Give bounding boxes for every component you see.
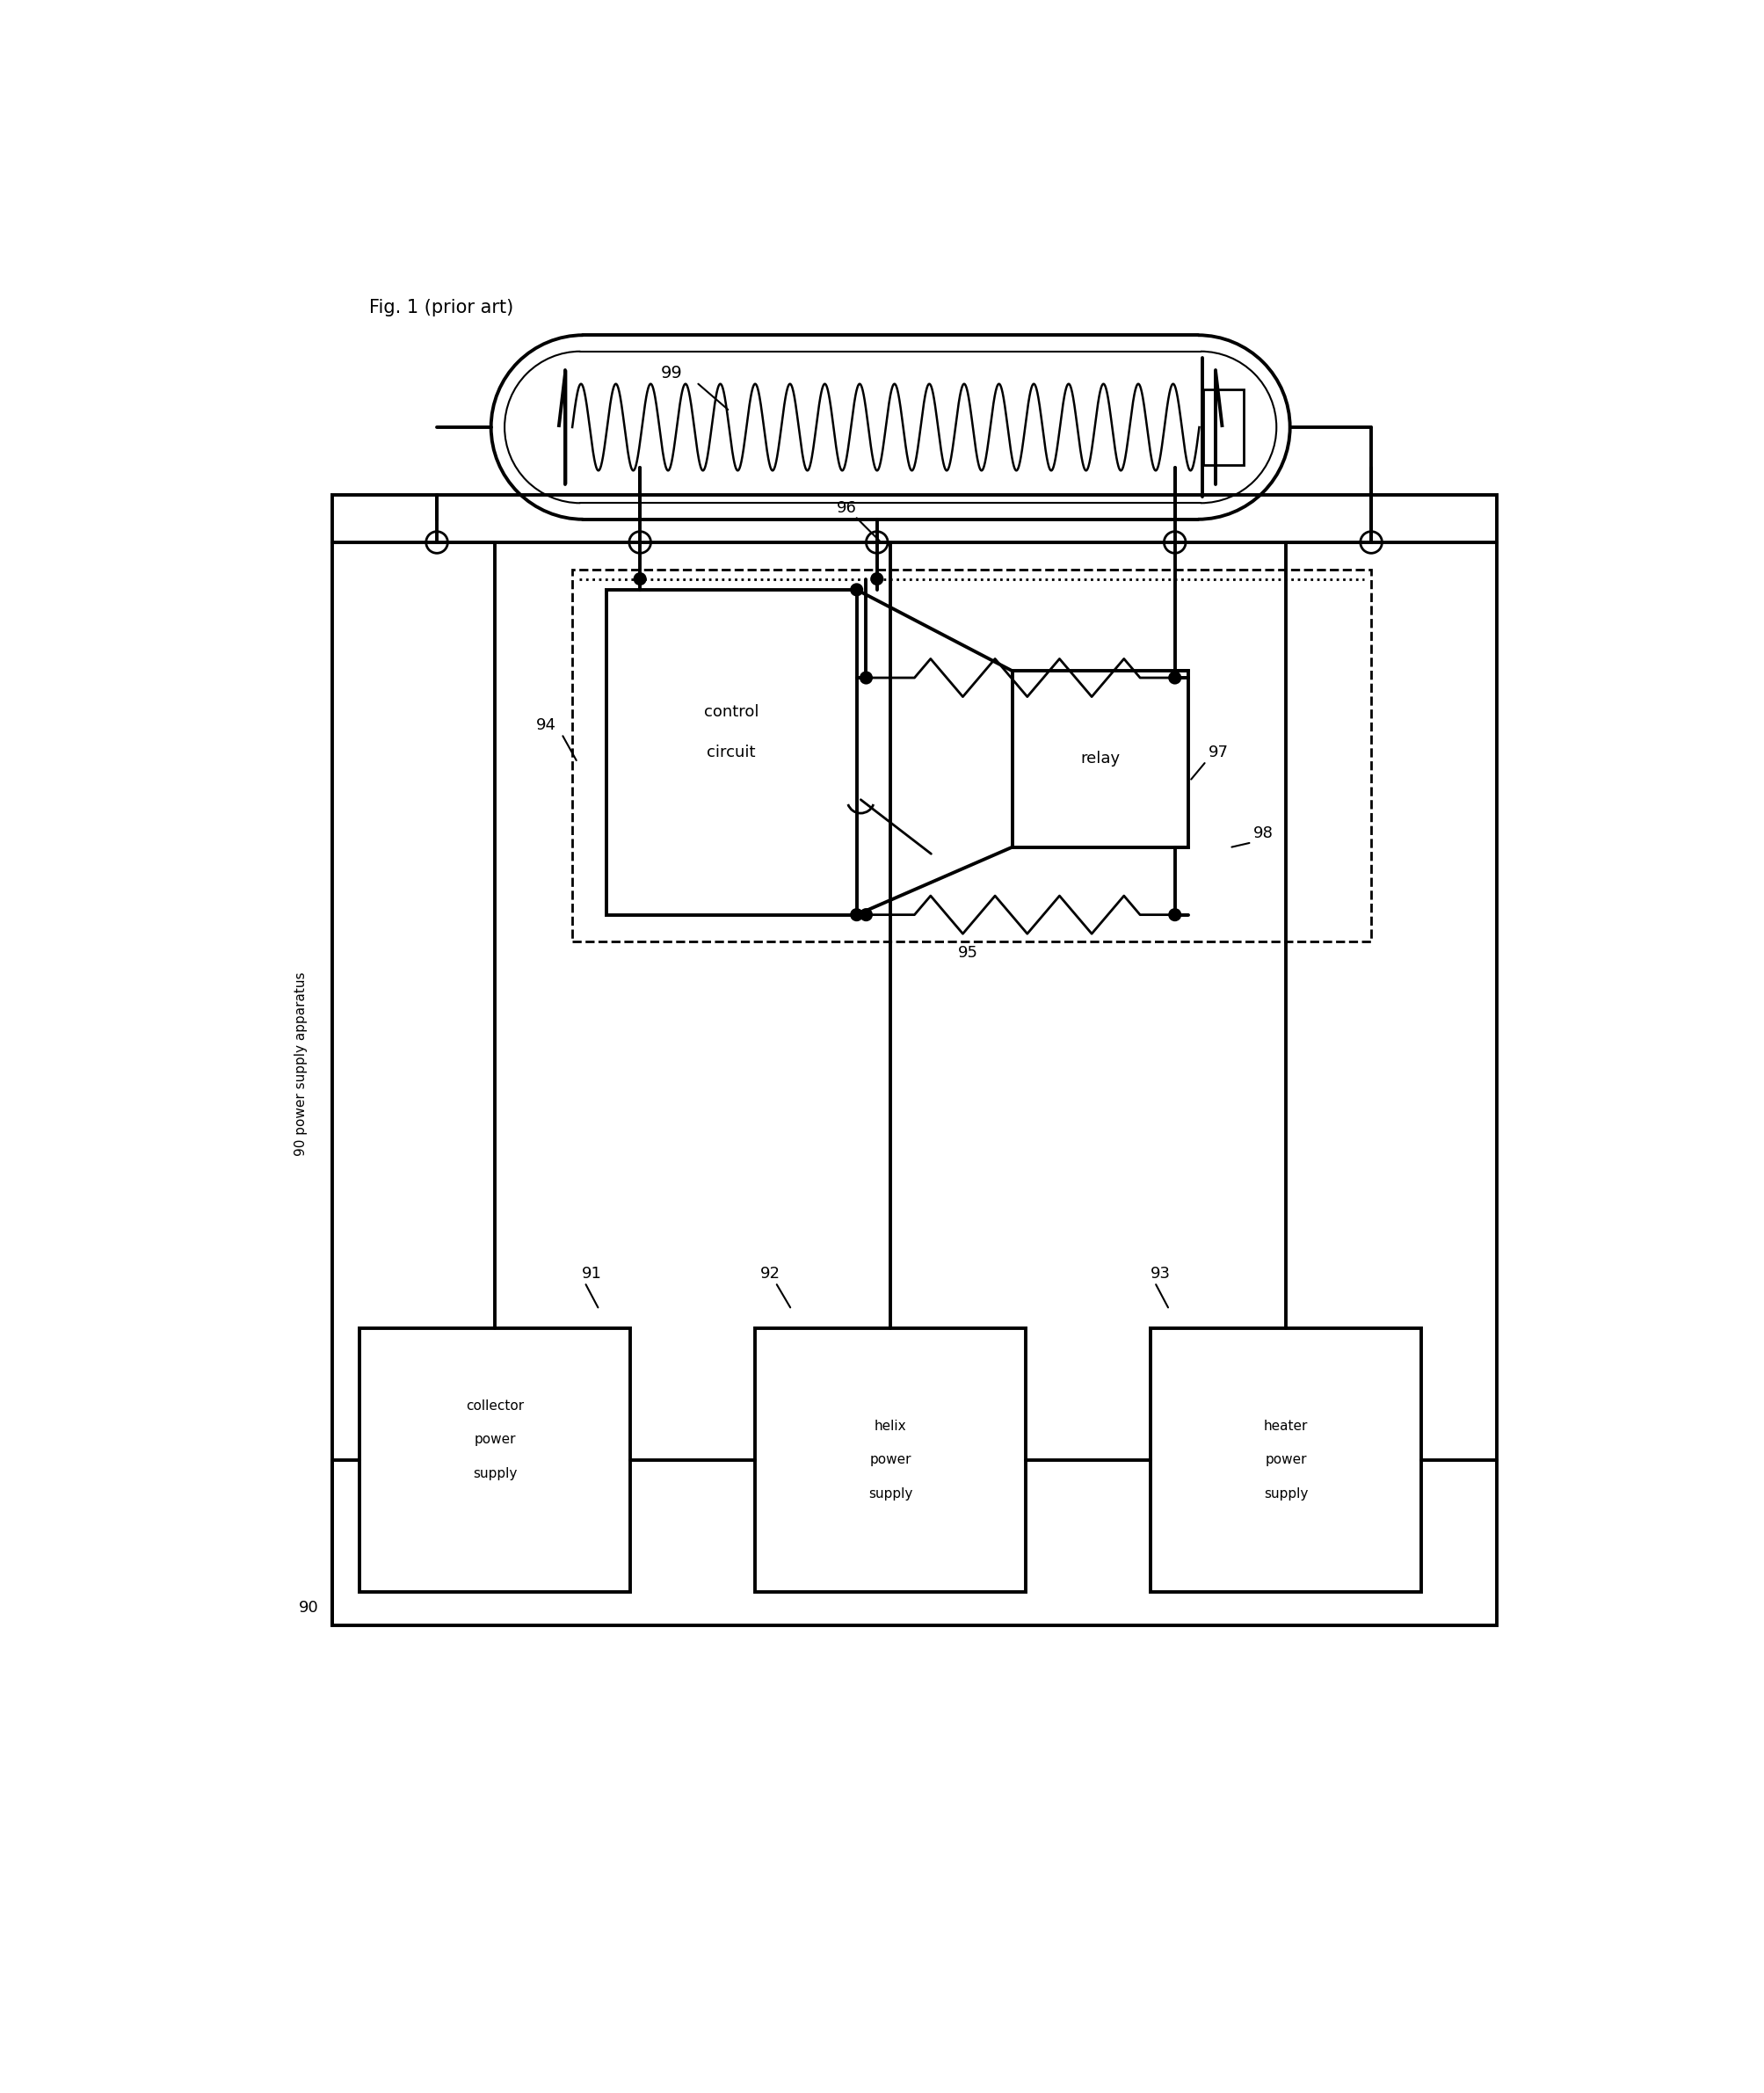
Circle shape [861,908,871,921]
Text: supply: supply [868,1488,912,1501]
Text: 90 power supply apparatus: 90 power supply apparatus [295,971,309,1155]
Text: circuit: circuit [707,745,755,760]
Text: collector: collector [466,1398,524,1413]
Text: 92: 92 [760,1266,781,1281]
Circle shape [871,573,882,584]
Text: 93: 93 [1150,1266,1171,1281]
Circle shape [852,584,863,594]
Text: 91: 91 [582,1266,602,1281]
Text: Fig. 1 (prior art): Fig. 1 (prior art) [369,299,513,316]
Text: heater: heater [1263,1419,1309,1432]
Text: 99: 99 [660,364,683,381]
Bar [360,1327,630,1593]
Text: helix: helix [875,1419,907,1432]
Circle shape [852,908,863,921]
Circle shape [861,672,871,682]
Bar [607,590,857,915]
Circle shape [635,573,646,584]
Text: power: power [1265,1453,1307,1467]
Bar [1013,672,1189,848]
Text: power: power [475,1434,517,1446]
Text: 95: 95 [958,944,979,961]
Text: 97: 97 [1208,745,1230,760]
Bar [333,494,1498,1626]
Bar [1203,389,1244,465]
Bar [572,569,1371,942]
Text: relay: relay [1081,751,1120,766]
Text: 90: 90 [300,1601,319,1616]
Text: 98: 98 [1254,825,1274,841]
Text: supply: supply [473,1467,517,1480]
Circle shape [1170,908,1180,921]
Text: 94: 94 [536,718,556,733]
Bar [755,1327,1027,1593]
Bar [1150,1327,1422,1593]
Text: 96: 96 [836,500,857,517]
Circle shape [1170,672,1180,682]
Text: supply: supply [1263,1488,1309,1501]
Text: power: power [870,1453,912,1467]
Text: control: control [704,703,759,720]
